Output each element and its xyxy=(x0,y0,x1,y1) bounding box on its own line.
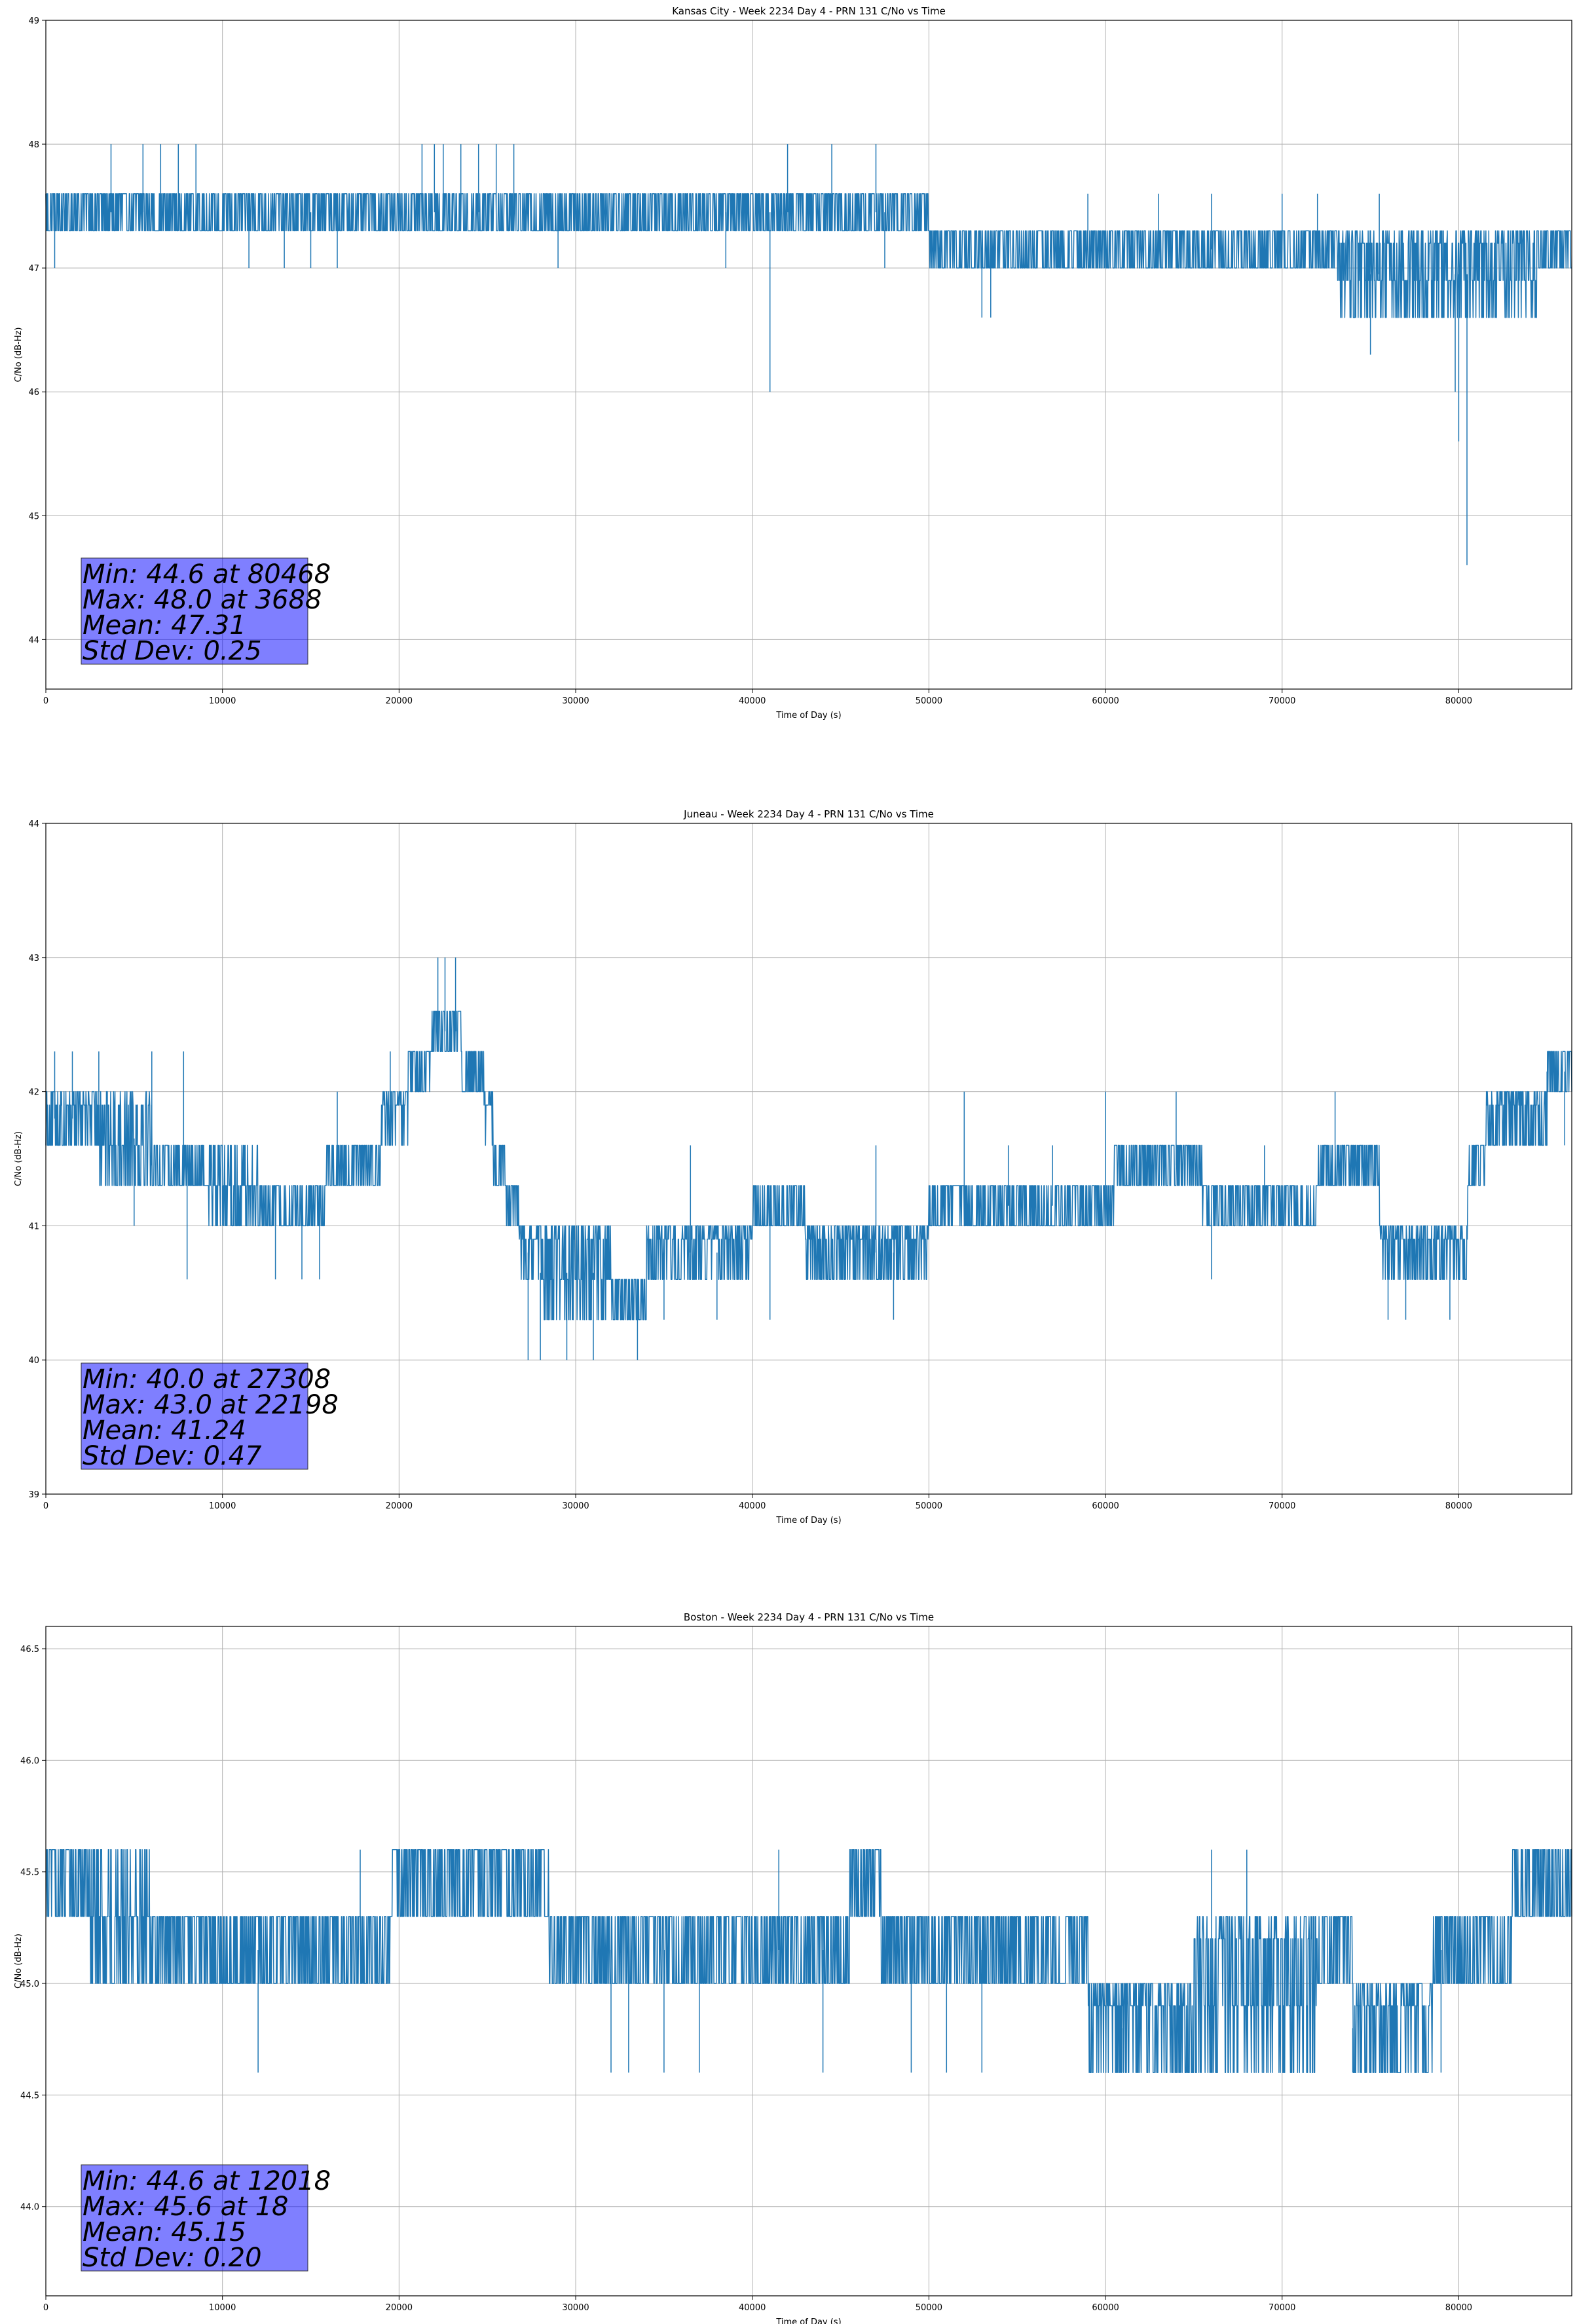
data-series-line xyxy=(45,144,1572,565)
x-tick-label: 40000 xyxy=(739,696,766,706)
chart-title: Kansas City - Week 2234 Day 4 - PRN 131 … xyxy=(672,5,946,17)
x-tick-label: 60000 xyxy=(1092,1501,1119,1511)
x-tick-label: 30000 xyxy=(562,1501,589,1511)
x-tick-label: 40000 xyxy=(739,1501,766,1511)
data-series-line xyxy=(45,1848,1572,2074)
x-tick-label: 80000 xyxy=(1445,2303,1472,2313)
y-tick-label: 42 xyxy=(28,1088,39,1098)
chart-panel: Kansas City - Week 2234 Day 4 - PRN 131 … xyxy=(14,5,1572,721)
y-tick-label: 45.0 xyxy=(20,1979,39,1989)
y-tick-label: 45.5 xyxy=(20,1868,39,1878)
y-tick-label: 46.0 xyxy=(20,1756,39,1766)
x-tick-label: 10000 xyxy=(209,696,236,706)
stats-box xyxy=(81,557,308,665)
chart-title: Juneau - Week 2234 Day 4 - PRN 131 C/No … xyxy=(683,808,934,820)
x-tick-label: 20000 xyxy=(386,1501,413,1511)
x-tick-label: 50000 xyxy=(916,696,942,706)
x-tick-label: 60000 xyxy=(1092,2303,1119,2313)
stats-text-line: Max: 43.0 at 22198 xyxy=(83,1390,339,1420)
stats-text-line: Std Dev: 0.47 xyxy=(83,1441,262,1471)
chart-panel: Juneau - Week 2234 Day 4 - PRN 131 C/No … xyxy=(14,808,1572,1526)
stats-text-line: Min: 40.0 at 27308 xyxy=(83,1364,331,1395)
y-tick-label: 46.5 xyxy=(20,1645,39,1655)
x-tick-label: 60000 xyxy=(1092,696,1119,706)
plot-frame xyxy=(45,823,1572,1495)
x-tick-label: 0 xyxy=(43,1501,48,1511)
x-tick-label: 20000 xyxy=(386,696,413,706)
plot-frame xyxy=(45,1626,1572,2296)
y-tick-label: 49 xyxy=(28,16,39,26)
y-tick-label: 47 xyxy=(28,264,39,274)
x-axis-label: Time of Day (s) xyxy=(775,1516,841,1526)
y-tick-label: 43 xyxy=(28,954,39,964)
stats-text-line: Mean: 45.15 xyxy=(83,2217,246,2247)
x-tick-label: 0 xyxy=(43,696,48,706)
x-tick-label: 50000 xyxy=(916,2303,942,2313)
data-series-line xyxy=(45,957,1572,1360)
stats-text-line: Min: 44.6 at 80468 xyxy=(83,559,331,590)
y-tick-label: 44 xyxy=(28,635,39,645)
stats-text-line: Mean: 41.24 xyxy=(83,1415,246,1446)
y-tick-label: 44.0 xyxy=(20,2203,39,2213)
x-tick-label: 40000 xyxy=(739,2303,766,2313)
x-tick-label: 10000 xyxy=(209,2303,236,2313)
y-axis-label: C/No (dB-Hz) xyxy=(14,1131,24,1186)
x-axis-label: Time of Day (s) xyxy=(775,711,841,721)
stats-box xyxy=(81,1362,308,1470)
y-axis-label: C/No (dB-Hz) xyxy=(14,1934,24,1989)
plot-frame xyxy=(45,20,1572,690)
y-tick-label: 41 xyxy=(28,1222,39,1231)
x-tick-label: 30000 xyxy=(562,2303,589,2313)
x-tick-label: 70000 xyxy=(1269,2303,1295,2313)
x-tick-label: 20000 xyxy=(386,2303,413,2313)
x-tick-label: 70000 xyxy=(1269,696,1295,706)
y-tick-label: 44 xyxy=(28,819,39,829)
x-tick-label: 80000 xyxy=(1445,696,1472,706)
stats-text-line: Min: 44.6 at 12018 xyxy=(83,2166,331,2196)
stats-text-line: Std Dev: 0.20 xyxy=(83,2243,262,2273)
y-tick-label: 40 xyxy=(28,1356,39,1366)
stats-box xyxy=(81,2164,308,2272)
stats-text-line: Mean: 47.31 xyxy=(83,610,246,641)
y-tick-label: 46 xyxy=(28,388,39,398)
x-tick-label: 50000 xyxy=(916,1501,942,1511)
y-tick-label: 48 xyxy=(28,140,39,150)
stats-text-line: Std Dev: 0.25 xyxy=(83,636,262,666)
x-tick-label: 70000 xyxy=(1269,1501,1295,1511)
stats-text-line: Max: 45.6 at 18 xyxy=(83,2192,288,2222)
x-tick-label: 0 xyxy=(43,2303,48,2313)
y-tick-label: 44.5 xyxy=(20,2091,39,2101)
x-tick-label: 30000 xyxy=(562,696,589,706)
y-tick-label: 39 xyxy=(28,1490,39,1500)
chart-panel: Boston - Week 2234 Day 4 - PRN 131 C/No … xyxy=(14,1611,1572,2324)
x-tick-label: 80000 xyxy=(1445,1501,1472,1511)
y-tick-label: 45 xyxy=(28,512,39,521)
y-axis-label: C/No (dB-Hz) xyxy=(14,328,24,383)
x-tick-label: 10000 xyxy=(209,1501,236,1511)
stats-text-line: Max: 48.0 at 3688 xyxy=(83,585,322,615)
chart-title: Boston - Week 2234 Day 4 - PRN 131 C/No … xyxy=(684,1611,934,1623)
x-axis-label: Time of Day (s) xyxy=(775,2317,841,2324)
